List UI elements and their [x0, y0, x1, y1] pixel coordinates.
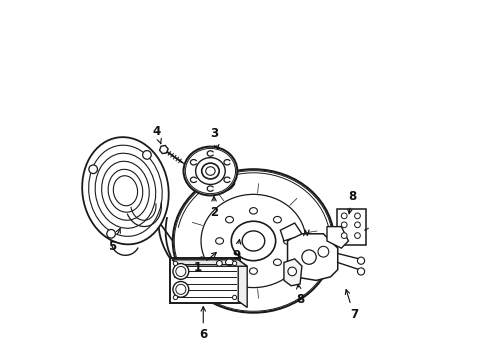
Text: 8: 8 — [347, 190, 355, 214]
Polygon shape — [326, 226, 348, 248]
Ellipse shape — [195, 158, 225, 184]
Circle shape — [213, 177, 227, 192]
Polygon shape — [171, 260, 247, 266]
Circle shape — [232, 295, 236, 300]
Circle shape — [317, 246, 328, 257]
Text: 5: 5 — [107, 229, 120, 253]
Circle shape — [354, 213, 360, 219]
Text: 7: 7 — [345, 290, 357, 321]
Circle shape — [357, 268, 364, 275]
Circle shape — [341, 222, 346, 228]
Circle shape — [173, 261, 177, 266]
Ellipse shape — [242, 231, 264, 251]
Circle shape — [89, 165, 97, 174]
Circle shape — [341, 233, 346, 238]
Circle shape — [173, 282, 188, 297]
Ellipse shape — [231, 221, 275, 261]
Ellipse shape — [185, 148, 235, 194]
Ellipse shape — [102, 161, 149, 220]
Circle shape — [354, 222, 360, 228]
Polygon shape — [287, 234, 337, 280]
Ellipse shape — [225, 216, 233, 223]
Ellipse shape — [273, 216, 281, 223]
Ellipse shape — [205, 167, 215, 175]
Text: 1: 1 — [193, 252, 216, 274]
Ellipse shape — [249, 268, 257, 274]
Circle shape — [106, 229, 115, 238]
Text: 6: 6 — [199, 307, 207, 341]
Polygon shape — [284, 259, 301, 286]
Text: 8: 8 — [295, 284, 304, 306]
Ellipse shape — [113, 176, 137, 206]
Polygon shape — [238, 260, 247, 307]
Polygon shape — [280, 223, 301, 241]
Ellipse shape — [283, 238, 291, 244]
Circle shape — [341, 213, 346, 219]
Circle shape — [357, 257, 364, 264]
FancyBboxPatch shape — [170, 258, 240, 303]
Ellipse shape — [88, 145, 162, 236]
Ellipse shape — [273, 259, 281, 265]
Circle shape — [284, 207, 290, 214]
Ellipse shape — [225, 259, 233, 265]
Ellipse shape — [201, 194, 305, 288]
Ellipse shape — [174, 171, 332, 311]
Ellipse shape — [183, 147, 237, 195]
Text: 9: 9 — [232, 239, 241, 262]
Ellipse shape — [215, 238, 223, 244]
Circle shape — [176, 284, 185, 294]
Circle shape — [354, 233, 360, 238]
Circle shape — [301, 250, 316, 264]
Polygon shape — [159, 145, 168, 154]
Circle shape — [216, 261, 222, 266]
Text: 2: 2 — [209, 197, 218, 220]
Text: 4: 4 — [152, 125, 161, 144]
Circle shape — [173, 295, 177, 300]
Circle shape — [176, 266, 185, 276]
Ellipse shape — [108, 169, 142, 212]
Ellipse shape — [95, 153, 155, 228]
Ellipse shape — [201, 163, 219, 179]
Ellipse shape — [82, 137, 168, 244]
Circle shape — [216, 180, 224, 189]
Text: 3: 3 — [209, 127, 219, 149]
Circle shape — [173, 264, 188, 279]
Circle shape — [142, 150, 151, 159]
FancyBboxPatch shape — [336, 208, 365, 245]
Ellipse shape — [249, 208, 257, 214]
Circle shape — [232, 261, 236, 266]
Circle shape — [287, 267, 296, 276]
Ellipse shape — [172, 169, 333, 313]
